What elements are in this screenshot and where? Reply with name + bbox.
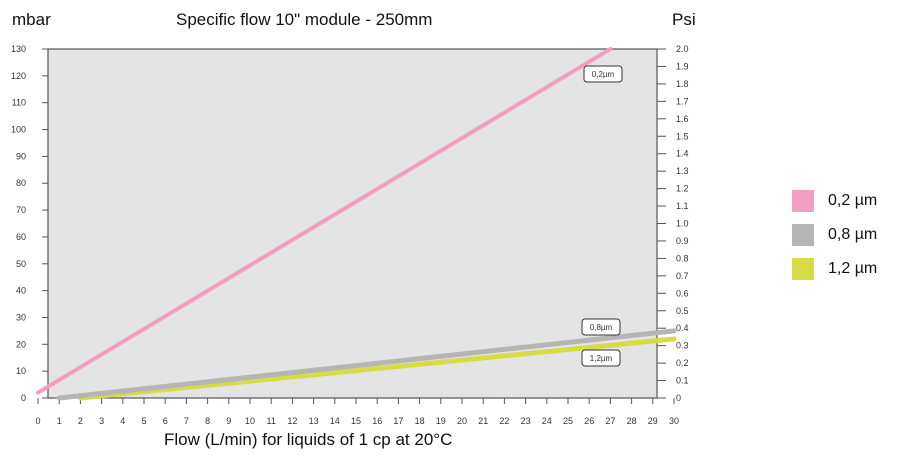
series-tag-box: [583, 65, 623, 83]
x-tick-label: 8: [205, 416, 210, 426]
legend-swatch: [792, 258, 814, 280]
series-line: [77, 336, 677, 401]
y-tick-label: 90: [16, 151, 26, 161]
x-tick-label: 16: [372, 416, 382, 426]
legend: 0,2 µm 0,8 µm 1,2 µm: [792, 188, 877, 290]
x-tick-label: 17: [393, 416, 403, 426]
plot-area: [47, 48, 658, 399]
legend-item: 0,2 µm: [792, 188, 877, 214]
y2-tick-label: 0.5: [676, 306, 689, 316]
x-tick-label: 25: [563, 416, 573, 426]
y2-tick-label: 2.0: [676, 44, 689, 54]
y2-tick-label: 0: [676, 393, 681, 403]
x-tick-label: 24: [542, 416, 552, 426]
x-tick-label: 0: [35, 416, 40, 426]
x-tick-label: 20: [457, 416, 467, 426]
y2-tick-label: 1.4: [676, 149, 689, 159]
x-tick-label: 14: [330, 416, 340, 426]
y2-tick-label: 0.2: [676, 358, 689, 368]
x-tick-label: 13: [309, 416, 319, 426]
y-tick-label: 20: [16, 339, 26, 349]
y-tick-label: 60: [16, 232, 26, 242]
y2-tick-label: 0.9: [676, 236, 689, 246]
x-tick-label: 19: [436, 416, 446, 426]
y-tick-label: 100: [11, 125, 26, 135]
x-tick-label: 27: [605, 416, 615, 426]
chart-title: Specific flow 10" module - 250mm: [176, 10, 433, 29]
y2-tick-label: 0.7: [676, 271, 689, 281]
legend-label: 0,8 µm: [828, 226, 878, 243]
y-tick-label: 120: [11, 71, 26, 81]
x-tick-label: 7: [184, 416, 189, 426]
x-tick-label: 28: [627, 416, 637, 426]
y2-tick-label: 0.1: [676, 376, 689, 386]
series-line: [36, 47, 613, 395]
y2-tick-label: 1.0: [676, 219, 689, 229]
y2-tick-label: 1.1: [676, 201, 689, 211]
x-tick-label: 29: [648, 416, 658, 426]
y-tick-label: 80: [16, 178, 26, 188]
x-tick-label: 26: [584, 416, 594, 426]
x-tick-label: 21: [478, 416, 488, 426]
y2-tick-label: 1.7: [676, 96, 689, 106]
x-tick-label: 2: [78, 416, 83, 426]
legend-item: 0,8 µm: [792, 222, 877, 248]
y2-tick-label: 1.8: [676, 79, 689, 89]
right-axis-unit: Psi: [672, 10, 696, 29]
y2-tick-label: 0.6: [676, 288, 689, 298]
series-tag-label: 1,2µm: [590, 354, 613, 363]
y2-tick-label: 0.4: [676, 323, 689, 333]
y-tick-label: 30: [16, 312, 26, 322]
x-tick-label: 11: [267, 416, 276, 426]
x-tick-label: 15: [351, 416, 361, 426]
series-tag-box: [581, 318, 621, 336]
legend-swatch: [792, 190, 814, 212]
x-tick-label: 1: [57, 416, 62, 426]
y2-tick-label: 1.3: [676, 166, 689, 176]
x-tick-label: 30: [669, 416, 679, 426]
series-tag-label: 0,8µm: [590, 323, 613, 332]
legend-label: 0,2 µm: [828, 192, 878, 209]
legend-label: 1,2 µm: [828, 260, 878, 277]
x-tick-label: 3: [99, 416, 104, 426]
y2-tick-label: 0.3: [676, 341, 689, 351]
series-tag-box: [581, 349, 621, 367]
y-tick-label: 40: [16, 286, 26, 296]
x-tick-label: 10: [245, 416, 255, 426]
legend-item: 1,2 µm: [792, 256, 877, 282]
y2-tick-label: 1.6: [676, 114, 689, 124]
y-tick-label: 10: [16, 366, 26, 376]
x-tick-label: 12: [287, 416, 297, 426]
series-line: [56, 328, 677, 401]
y-tick-label: 70: [16, 205, 26, 215]
x-tick-label: 18: [415, 416, 425, 426]
y2-tick-label: 1.5: [676, 131, 689, 141]
x-tick-label: 9: [226, 416, 231, 426]
left-axis-unit: mbar: [12, 10, 51, 29]
x-tick-label: 5: [141, 416, 146, 426]
legend-swatch: [792, 224, 814, 246]
y2-tick-label: 0.8: [676, 253, 689, 263]
x-tick-label: 6: [163, 416, 168, 426]
x-tick-label: 23: [521, 416, 531, 426]
y2-tick-label: 1.9: [676, 61, 689, 71]
y2-tick-label: 1.2: [676, 184, 689, 194]
y-tick-label: 50: [16, 259, 26, 269]
x-tick-label: 22: [499, 416, 509, 426]
x-tick-label: 4: [120, 416, 125, 426]
y-tick-label: 130: [11, 44, 26, 54]
series-tag-label: 0,2µm: [592, 70, 615, 79]
y-tick-label: 110: [12, 98, 26, 108]
x-axis-label: Flow (L/min) for liquids of 1 cp at 20°C: [164, 430, 453, 449]
y-tick-label: 0: [21, 393, 26, 403]
